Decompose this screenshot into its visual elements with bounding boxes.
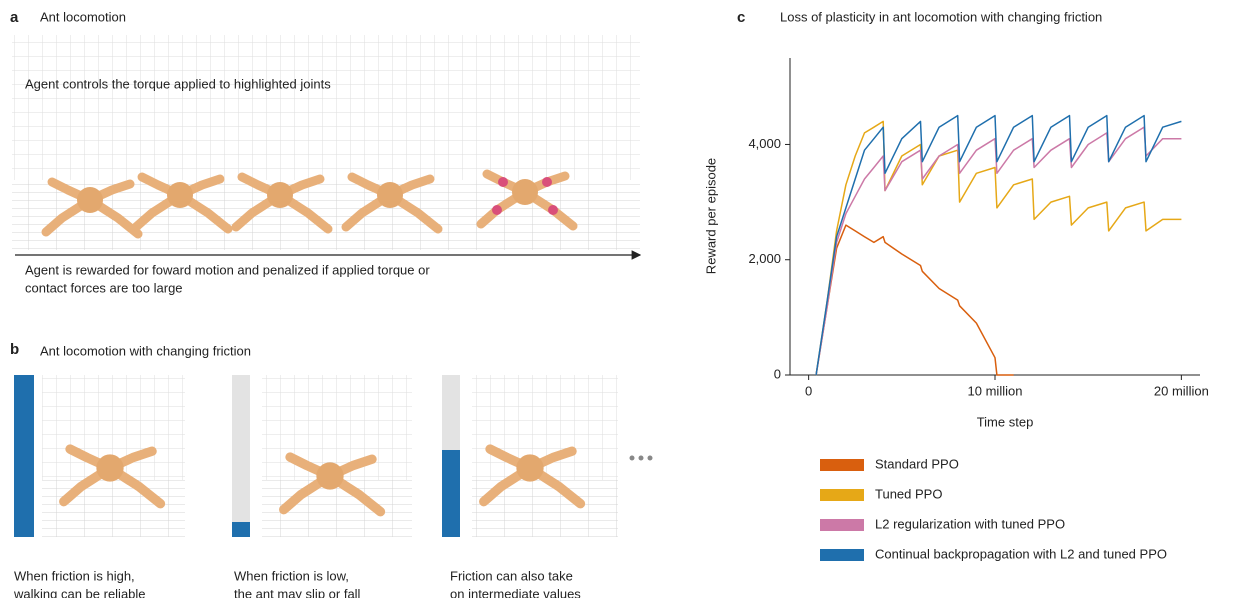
panel-label: c (737, 9, 745, 26)
ant-body (267, 182, 293, 208)
caption: When friction is low, (234, 568, 349, 583)
panel-title: Ant locomotion (40, 9, 126, 24)
x-tick-label: 20 million (1154, 383, 1209, 398)
legend-label: Tuned PPO (875, 486, 942, 501)
legend-swatch (820, 549, 864, 561)
y-tick-label: 4,000 (748, 136, 781, 151)
legend-swatch (820, 489, 864, 501)
ant-body (512, 179, 538, 205)
panel-label: b (10, 341, 19, 358)
x-tick-label: 10 million (968, 383, 1023, 398)
x-tick-label: 0 (805, 383, 812, 398)
friction-bar (232, 375, 250, 537)
ant-body (96, 454, 123, 481)
series-line (816, 225, 1014, 375)
panel-title: Ant locomotion with changing friction (40, 343, 251, 358)
grid-wall (262, 375, 412, 480)
y-axis-label: Reward per episode (703, 158, 718, 274)
caption: the ant may slip or fall (234, 586, 361, 598)
y-tick-label: 0 (774, 366, 781, 381)
ant-body (516, 454, 543, 481)
friction-fill (232, 522, 250, 537)
annotation: Agent controls the torque applied to hig… (25, 76, 331, 91)
caption: When friction is high, (14, 568, 135, 583)
x-axis-label: Time step (977, 414, 1034, 429)
legend-label: L2 regularization with tuned PPO (875, 516, 1065, 531)
joint (498, 177, 508, 187)
grid-wall (12, 35, 640, 180)
legend-label: Continual backpropagation with L2 and tu… (875, 546, 1167, 561)
caption: Friction can also take (450, 568, 573, 583)
ant-body (77, 187, 103, 213)
caption: on intermediate values (450, 586, 581, 598)
annotation: contact forces are too large (25, 280, 183, 295)
annotation: Agent is rewarded for foward motion and … (25, 262, 430, 277)
page: {"panel_a": {"label": "a", "title": "Ant… (0, 0, 1237, 598)
friction-fill (14, 375, 34, 537)
series-line (816, 127, 1181, 375)
ellipsis (630, 456, 653, 461)
ant-body (377, 182, 403, 208)
figure: a Ant locomotion Agent controls the torq… (0, 0, 1237, 598)
ant-body (167, 182, 193, 208)
caption: walking can be reliable (13, 586, 146, 598)
joint (492, 205, 502, 215)
friction-fill (442, 450, 460, 537)
grid-floor (42, 480, 185, 537)
legend-swatch (820, 459, 864, 471)
chart-title: Loss of plasticity in ant locomotion wit… (780, 9, 1102, 24)
ant-body (316, 462, 343, 489)
panel-label: a (10, 9, 19, 26)
legend-label: Standard PPO (875, 456, 959, 471)
y-tick-label: 2,000 (748, 251, 781, 266)
joint (548, 205, 558, 215)
series-line (816, 116, 1181, 375)
legend-swatch (820, 519, 864, 531)
joint (542, 177, 552, 187)
